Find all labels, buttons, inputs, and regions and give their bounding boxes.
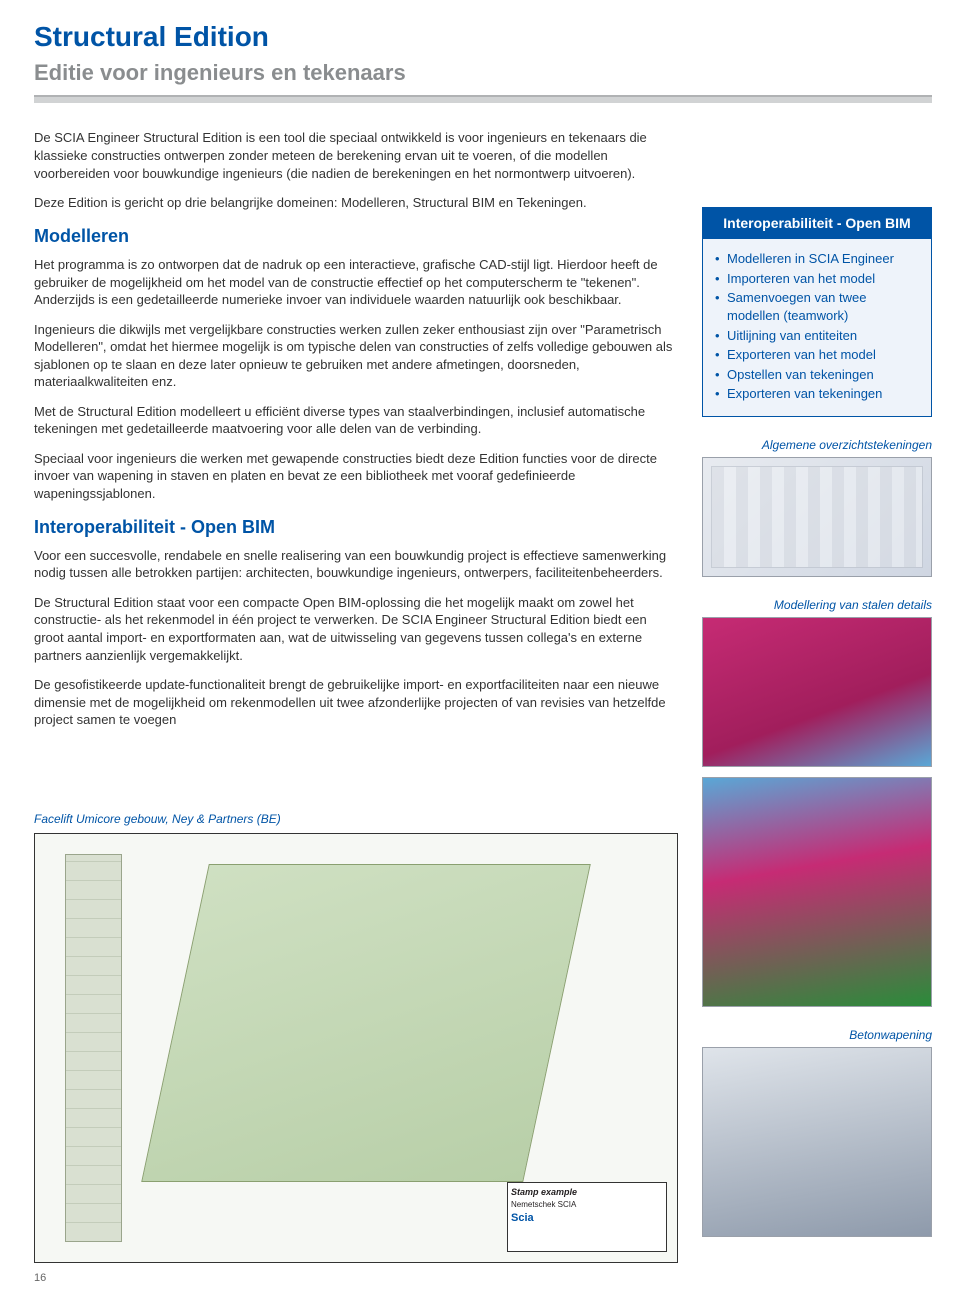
main-column: De SCIA Engineer Structural Edition is e… — [34, 129, 678, 767]
lower-row: Facelift Umicore gebouw, Ney & Partners … — [34, 777, 932, 1263]
sidebar-feature-box: Interoperabiliteit - Open BIM Modelleren… — [702, 207, 932, 416]
page-title: Structural Edition — [34, 18, 932, 56]
title-rule — [34, 95, 932, 103]
image-concrete-rebar — [702, 1047, 932, 1237]
sidebar-column: Interoperabiliteit - Open BIM Modelleren… — [702, 129, 932, 767]
modelleren-p4: Speciaal voor ingenieurs die werken met … — [34, 450, 678, 503]
sidebar-item: Importeren van het model — [715, 269, 919, 289]
sidebar-feature-list: Modelleren in SCIA Engineer Importeren v… — [703, 239, 931, 415]
sidebar-item: Modelleren in SCIA Engineer — [715, 249, 919, 269]
section-heading-interop: Interoperabiliteit - Open BIM — [34, 515, 678, 539]
intro-paragraph-2: Deze Edition is gericht op drie belangri… — [34, 194, 678, 212]
section-heading-modelleren: Modelleren — [34, 224, 678, 248]
image-overview-drawings — [702, 457, 932, 577]
sidebar-item: Exporteren van het model — [715, 345, 919, 365]
sidebar-box-title: Interoperabiliteit - Open BIM — [703, 208, 931, 239]
interop-p2: De Structural Edition staat voor een com… — [34, 594, 678, 664]
stamp-logo: Scia — [511, 1211, 663, 1226]
drawing-stamp: Stamp example Nemetschek SCIA Scia — [507, 1182, 667, 1252]
lower-left: Facelift Umicore gebouw, Ney & Partners … — [34, 777, 678, 1263]
image-steel-details — [702, 617, 932, 767]
modelleren-p1: Het programma is zo ontworpen dat de nad… — [34, 256, 678, 309]
sidebar-item: Opstellen van tekeningen — [715, 365, 919, 385]
two-column-layout: De SCIA Engineer Structural Edition is e… — [34, 129, 932, 767]
stamp-company: Nemetschek SCIA — [511, 1200, 663, 1211]
stamp-title: Stamp example — [511, 1186, 663, 1198]
sidebar-item: Uitlijning van entiteiten — [715, 326, 919, 346]
lower-right: Betonwapening — [702, 777, 932, 1263]
caption-rebar: Betonwapening — [702, 1027, 932, 1043]
caption-steel-details: Modellering van stalen details — [702, 597, 932, 613]
technical-drawing: Stamp example Nemetschek SCIA Scia — [34, 833, 678, 1263]
modelleren-p2: Ingenieurs die dikwijls met vergelijkbar… — [34, 321, 678, 391]
image-steel-details-continued — [702, 777, 932, 1007]
caption-overview-drawings: Algemene overzichtstekeningen — [702, 437, 932, 453]
sidebar-item: Exporteren van tekeningen — [715, 384, 919, 404]
interop-p3: De gesofistikeerde update-functionalitei… — [34, 676, 678, 729]
intro-paragraph: De SCIA Engineer Structural Edition is e… — [34, 129, 678, 182]
page-number: 16 — [34, 1271, 932, 1286]
page-subtitle: Editie voor ingenieurs en tekenaars — [34, 58, 932, 88]
modelleren-p3: Met de Structural Edition modelleert u e… — [34, 403, 678, 438]
caption-umicore: Facelift Umicore gebouw, Ney & Partners … — [34, 811, 678, 827]
interop-p1: Voor een succesvolle, rendabele en snell… — [34, 547, 678, 582]
sidebar-item: Samenvoegen van twee modellen (teamwork) — [715, 288, 919, 325]
